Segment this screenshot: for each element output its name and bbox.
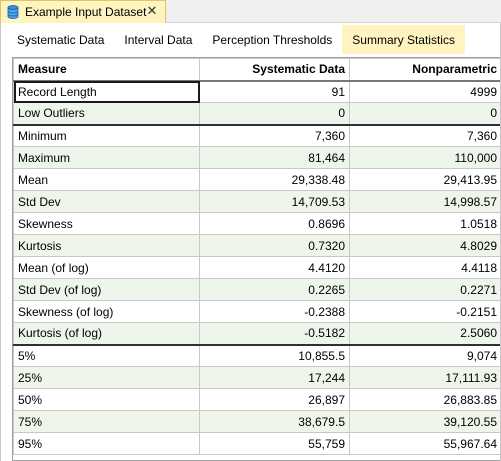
cell-nonparametric[interactable]: 14,998.57 [349, 190, 500, 213]
cell-measure[interactable]: Std Dev (of log) [13, 278, 200, 301]
table-row[interactable]: Minimum 7,360 7,360 [13, 123, 500, 147]
cell-systematic[interactable]: 81,464 [199, 146, 350, 169]
cell-nonparametric[interactable]: 17,111.93 [349, 366, 500, 389]
cell-systematic[interactable]: -0.2388 [199, 300, 350, 323]
cell-nonparametric[interactable]: 4999 [349, 80, 500, 103]
cell-nonparametric[interactable]: -0.2151 [349, 300, 500, 323]
cell-nonparametric[interactable]: 9,074 [349, 343, 500, 367]
cell-nonparametric[interactable]: 29,413.95 [349, 168, 500, 191]
table-row[interactable]: Skewness 0.8696 1.0518 [13, 212, 500, 235]
cell-measure[interactable]: Mean [13, 168, 200, 191]
tab-perception-thresholds[interactable]: Perception Thresholds [212, 32, 333, 47]
content-panel: Systematic Data Interval Data Perception… [0, 23, 501, 461]
tab-systematic-data[interactable]: Systematic Data [17, 32, 105, 47]
table-row[interactable]: Kurtosis (of log) -0.5182 2.5060 [13, 322, 500, 345]
cell-measure[interactable]: Skewness [13, 212, 200, 235]
cell-systematic[interactable]: 0.8696 [199, 212, 350, 235]
document-tabstrip: Example Input Dataset ✕ [0, 0, 501, 23]
cell-measure[interactable]: 5% [13, 343, 200, 367]
tab-interval-data[interactable]: Interval Data [124, 32, 193, 47]
view-tabs: Systematic Data Interval Data Perception… [7, 25, 497, 54]
cell-systematic[interactable]: 0.7320 [199, 234, 350, 257]
table-row[interactable]: 5% 10,855.5 9,074 [13, 343, 500, 367]
tab-summary-statistics[interactable]: Summary Statistics [342, 25, 465, 54]
cell-systematic[interactable]: 14,709.53 [199, 190, 350, 213]
cell-measure[interactable]: 75% [13, 410, 200, 433]
table-row[interactable]: 25% 17,244 17,111.93 [13, 366, 500, 389]
cell-measure[interactable]: Kurtosis [13, 234, 200, 257]
close-icon[interactable]: ✕ [146, 3, 158, 18]
cell-systematic[interactable]: 0 [199, 102, 350, 125]
cell-nonparametric[interactable]: 55,967.64 [349, 432, 500, 455]
cell-systematic[interactable]: 91 [199, 80, 350, 103]
cell-nonparametric[interactable]: 4.4118 [349, 256, 500, 279]
cell-measure[interactable]: Kurtosis (of log) [13, 322, 200, 345]
cell-nonparametric[interactable]: 1.0518 [349, 212, 500, 235]
cell-measure[interactable]: Skewness (of log) [13, 300, 200, 323]
cell-systematic[interactable]: 7,360 [199, 123, 350, 147]
cell-nonparametric[interactable]: 0.2271 [349, 278, 500, 301]
cell-nonparametric[interactable]: 7,360 [349, 123, 500, 147]
cell-measure[interactable]: Low Outliers [13, 102, 200, 125]
cell-nonparametric[interactable]: 0 [349, 102, 500, 125]
table-row[interactable]: Std Dev (of log) 0.2265 0.2271 [13, 278, 500, 301]
cell-measure[interactable]: Mean (of log) [13, 256, 200, 279]
cell-measure[interactable]: 95% [13, 432, 200, 455]
cell-systematic[interactable]: 0.2265 [199, 278, 350, 301]
table-row[interactable]: Maximum 81,464 110,000 [13, 146, 500, 169]
cell-systematic[interactable]: 29,338.48 [199, 168, 350, 191]
table-row[interactable]: Kurtosis 0.7320 4.8029 [13, 234, 500, 257]
cell-systematic[interactable]: 10,855.5 [199, 343, 350, 367]
cell-measure[interactable]: Minimum [13, 123, 200, 147]
cell-systematic[interactable]: 4.4120 [199, 256, 350, 279]
table-row[interactable]: Mean (of log) 4.4120 4.4118 [13, 256, 500, 279]
cell-nonparametric[interactable]: 26,883.85 [349, 388, 500, 411]
database-icon [7, 5, 19, 19]
cell-measure[interactable]: 50% [13, 388, 200, 411]
cell-measure[interactable]: Std Dev [13, 190, 200, 213]
column-header-measure[interactable]: Measure [13, 58, 200, 82]
cell-nonparametric[interactable]: 110,000 [349, 146, 500, 169]
cell-systematic[interactable]: 26,897 [199, 388, 350, 411]
table-row[interactable]: 50% 26,897 26,883.85 [13, 388, 500, 411]
summary-statistics-grid[interactable]: Measure Systematic Data Nonparametric Re… [12, 57, 500, 461]
cell-systematic[interactable]: 17,244 [199, 366, 350, 389]
cell-systematic[interactable]: -0.5182 [199, 322, 350, 345]
document-tab-title: Example Input Dataset [25, 5, 147, 19]
column-header-nonparametric[interactable]: Nonparametric [349, 58, 500, 82]
cell-nonparametric[interactable]: 2.5060 [349, 322, 500, 345]
document-tab[interactable]: Example Input Dataset ✕ [0, 0, 166, 23]
table-row[interactable]: Low Outliers 0 0 [13, 102, 500, 125]
cell-measure[interactable]: 25% [13, 366, 200, 389]
table-row[interactable]: Std Dev 14,709.53 14,998.57 [13, 190, 500, 213]
cell-measure[interactable]: Record Length [13, 80, 200, 103]
column-header-systematic[interactable]: Systematic Data [199, 58, 350, 82]
cell-measure[interactable]: Maximum [13, 146, 200, 169]
table-row[interactable]: Record Length 91 4999 [13, 80, 500, 103]
cell-nonparametric[interactable]: 4.8029 [349, 234, 500, 257]
table-row[interactable]: 95% 55,759 55,967.64 [13, 432, 500, 455]
cell-nonparametric[interactable]: 39,120.55 [349, 410, 500, 433]
table-row[interactable]: 75% 38,679.5 39,120.55 [13, 410, 500, 433]
cell-systematic[interactable]: 38,679.5 [199, 410, 350, 433]
header-row: Measure Systematic Data Nonparametric [13, 58, 500, 82]
cell-systematic[interactable]: 55,759 [199, 432, 350, 455]
table-row[interactable]: Skewness (of log) -0.2388 -0.2151 [13, 300, 500, 323]
table-row[interactable]: Mean 29,338.48 29,413.95 [13, 168, 500, 191]
summary-table: Measure Systematic Data Nonparametric Re… [13, 58, 500, 455]
